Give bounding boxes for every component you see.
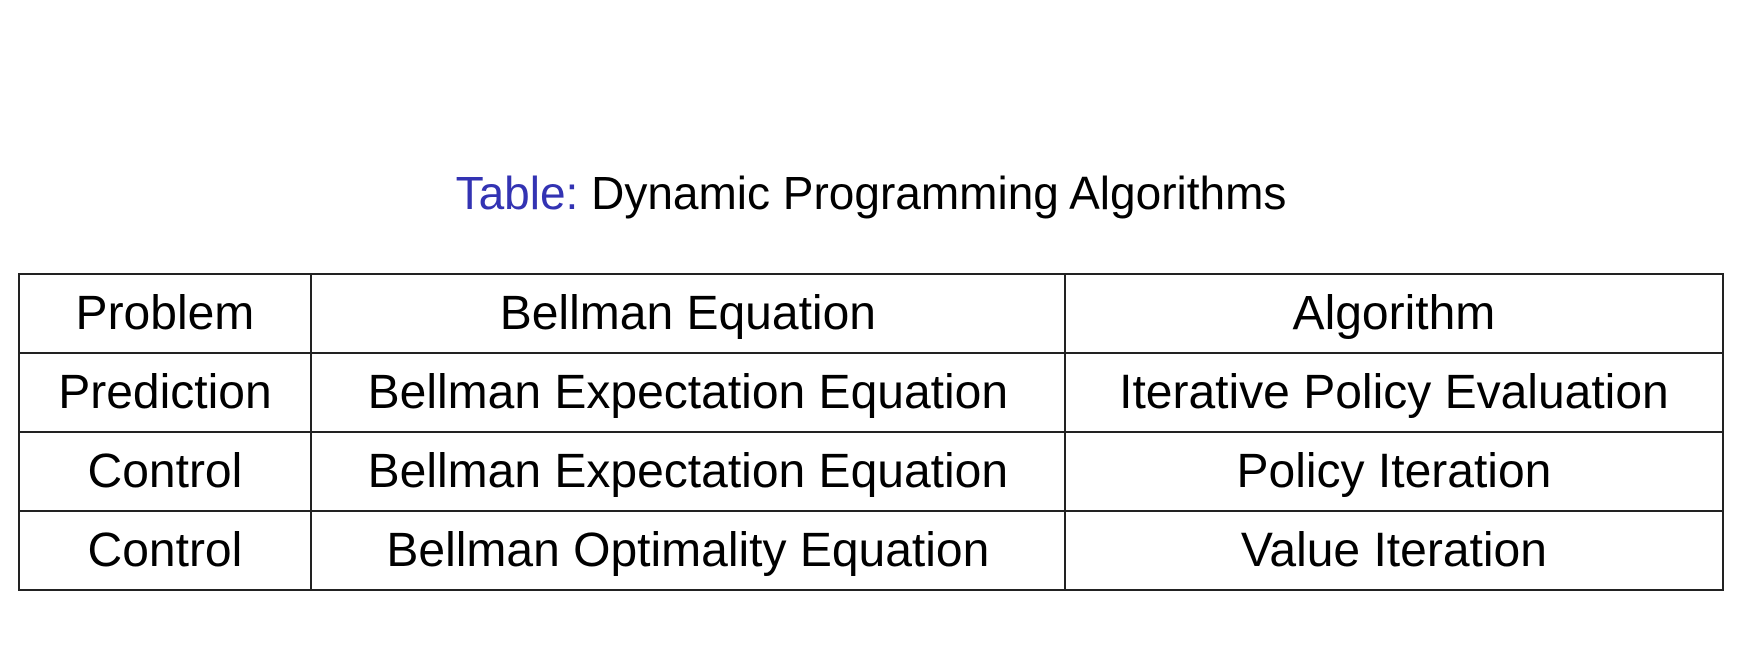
- table-row: Prediction Bellman Expectation Equation …: [18, 352, 1725, 433]
- dp-algorithms-table: Problem Bellman Equation Algorithm Predi…: [18, 273, 1725, 591]
- table-cell: Control: [18, 510, 312, 591]
- header-cell: Problem: [18, 273, 312, 354]
- table-cell: Prediction: [18, 352, 312, 433]
- header-cell: Bellman Equation: [309, 273, 1066, 354]
- table-cell: Control: [18, 431, 312, 512]
- table-cell: Bellman Optimality Equation: [309, 510, 1066, 591]
- table-cell: Iterative Policy Evaluation: [1063, 352, 1725, 433]
- table-row: Control Bellman Optimality Equation Valu…: [18, 510, 1725, 591]
- caption-title: Dynamic Programming Algorithms: [591, 167, 1287, 219]
- table-cell: Bellman Expectation Equation: [309, 431, 1066, 512]
- table-row: Control Bellman Expectation Equation Pol…: [18, 431, 1725, 512]
- table-cell: Policy Iteration: [1063, 431, 1725, 512]
- header-cell: Algorithm: [1063, 273, 1725, 354]
- table-header-row: Problem Bellman Equation Algorithm: [18, 273, 1725, 354]
- table-cell: Bellman Expectation Equation: [309, 352, 1066, 433]
- table-caption: Table: Dynamic Programming Algorithms: [0, 163, 1742, 223]
- table-cell: Value Iteration: [1063, 510, 1725, 591]
- caption-label: Table:: [455, 167, 579, 219]
